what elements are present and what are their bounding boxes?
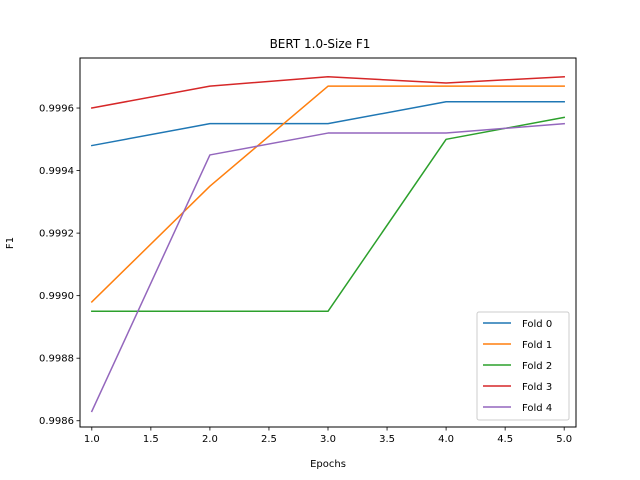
legend-label-fold-1: Fold 1 (522, 340, 552, 351)
chart-title: BERT 1.0-Size F1 (270, 37, 371, 51)
x-tick-label: 3.5 (379, 434, 395, 445)
x-tick-label: 4.0 (438, 434, 454, 445)
legend-label-fold-3: Fold 3 (522, 382, 552, 393)
y-axis: 0.9986 0.9988 0.9990 0.9992 0.9994 0.9996 (39, 104, 80, 427)
y-tick-label: 0.9990 (39, 291, 74, 302)
y-tick-label: 0.9986 (39, 416, 74, 427)
y-tick-label: 0.9992 (39, 229, 74, 240)
x-tick-label: 3.0 (320, 434, 336, 445)
series-line-fold-2 (91, 116, 566, 313)
legend-label-fold-2: Fold 2 (522, 361, 552, 372)
x-tick-label: 2.0 (202, 434, 218, 445)
x-tick-label: 1.0 (84, 434, 100, 445)
y-tick-label: 0.9994 (39, 166, 74, 177)
series-line-fold-1 (90, 85, 565, 303)
x-axis-label: Epochs (310, 459, 346, 470)
series-line-fold-3 (90, 75, 565, 109)
y-axis-label: F1 (5, 237, 16, 249)
legend-box (476, 311, 570, 421)
series-line-fold-4 (90, 122, 565, 413)
x-tick-label: 5.0 (556, 434, 572, 445)
y-tick-label: 0.9996 (39, 104, 74, 115)
legend: Fold 0 Fold 1 Fold 2 Fold 3 Fold 4 (476, 311, 570, 421)
x-tick-label: 2.5 (261, 434, 277, 445)
series-line-fold-0 (90, 101, 565, 147)
x-axis: 1.0 1.5 2.0 2.5 3.0 3.5 4.0 4.5 5.0 (84, 427, 572, 445)
legend-label-fold-0: Fold 0 (522, 319, 552, 330)
x-tick-label: 1.5 (143, 434, 159, 445)
legend-label-fold-4: Fold 4 (522, 403, 552, 414)
x-tick-label: 4.5 (497, 434, 513, 445)
plot-area (90, 75, 566, 413)
y-tick-label: 0.9988 (39, 354, 74, 365)
